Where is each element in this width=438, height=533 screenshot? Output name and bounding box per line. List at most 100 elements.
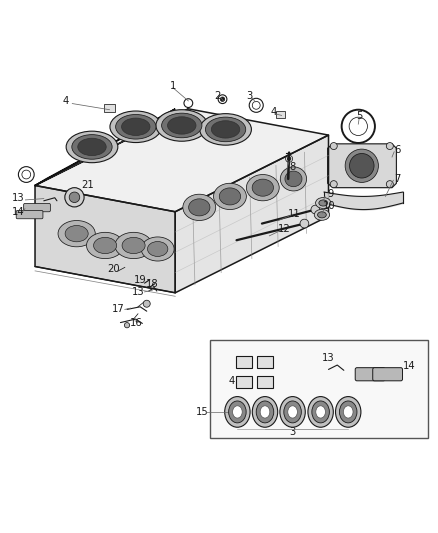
Circle shape [330,142,337,150]
Circle shape [65,188,84,207]
Text: 13: 13 [322,353,335,363]
Ellipse shape [78,138,106,156]
Circle shape [300,219,309,228]
Circle shape [220,97,225,101]
Ellipse shape [308,397,333,427]
Ellipse shape [110,111,162,142]
Polygon shape [35,109,175,185]
Text: 13: 13 [12,193,25,203]
Text: 4: 4 [228,376,234,386]
Circle shape [311,205,320,214]
Ellipse shape [314,209,330,220]
Ellipse shape [213,183,246,209]
Text: 13: 13 [132,287,144,297]
Ellipse shape [205,117,246,142]
Text: 11: 11 [288,209,301,219]
Polygon shape [35,185,175,293]
FancyBboxPatch shape [16,211,43,219]
Ellipse shape [285,171,302,187]
Text: 14: 14 [12,207,25,217]
Ellipse shape [58,221,95,247]
Ellipse shape [246,174,279,201]
Polygon shape [328,144,396,188]
Text: 18: 18 [146,279,159,289]
FancyBboxPatch shape [24,204,50,212]
Ellipse shape [122,237,145,254]
Text: 3: 3 [247,91,253,101]
Ellipse shape [141,237,174,261]
Text: 20: 20 [108,264,120,273]
Ellipse shape [233,406,242,418]
Ellipse shape [319,200,328,206]
Text: 19: 19 [134,274,147,285]
Ellipse shape [225,397,250,427]
FancyBboxPatch shape [355,368,385,381]
Ellipse shape [183,194,216,221]
Ellipse shape [316,406,325,418]
Ellipse shape [339,401,357,423]
Ellipse shape [116,115,156,139]
Text: 2: 2 [215,91,221,101]
FancyBboxPatch shape [210,340,428,438]
FancyBboxPatch shape [104,104,115,112]
Text: 3: 3 [290,426,296,437]
Text: 4: 4 [63,96,69,106]
Text: 12: 12 [278,224,291,235]
Polygon shape [35,109,329,212]
Circle shape [345,149,378,182]
FancyBboxPatch shape [276,111,285,118]
Ellipse shape [162,113,202,138]
Ellipse shape [343,406,353,418]
Ellipse shape [200,114,251,145]
Ellipse shape [219,188,240,205]
Circle shape [143,300,150,307]
FancyBboxPatch shape [236,376,252,388]
Ellipse shape [212,121,240,138]
Text: 4: 4 [271,107,277,117]
Text: 6: 6 [395,144,401,155]
Text: 14: 14 [403,361,416,371]
Circle shape [69,192,80,203]
FancyBboxPatch shape [257,356,273,368]
Text: 17: 17 [112,304,125,314]
Text: 21: 21 [81,181,94,190]
Ellipse shape [168,117,196,134]
Text: 7: 7 [395,174,401,184]
Text: 15: 15 [196,407,209,417]
FancyBboxPatch shape [236,356,252,368]
Ellipse shape [280,397,305,427]
FancyBboxPatch shape [257,376,273,388]
Ellipse shape [252,179,273,196]
Text: 1: 1 [170,80,176,91]
Ellipse shape [288,406,297,418]
Polygon shape [175,135,328,293]
Ellipse shape [312,401,329,423]
Text: 16: 16 [129,318,142,328]
Ellipse shape [66,131,118,163]
Text: 9: 9 [327,189,333,199]
Ellipse shape [280,167,307,191]
Ellipse shape [260,406,270,418]
Circle shape [386,142,393,150]
Ellipse shape [336,397,361,427]
Ellipse shape [148,241,168,256]
Polygon shape [35,109,188,185]
Ellipse shape [72,135,112,159]
Circle shape [287,157,291,160]
Ellipse shape [229,401,246,423]
Ellipse shape [156,110,208,141]
Circle shape [124,322,130,328]
Text: 10: 10 [323,201,336,211]
Circle shape [350,154,374,178]
Ellipse shape [122,118,150,135]
Ellipse shape [318,212,326,218]
Text: 5: 5 [356,111,362,122]
FancyBboxPatch shape [373,368,403,381]
Text: 8: 8 [290,161,296,172]
Ellipse shape [65,225,88,242]
Ellipse shape [315,198,331,208]
Ellipse shape [284,401,301,423]
Ellipse shape [189,199,210,216]
Circle shape [386,181,393,188]
Ellipse shape [115,232,152,259]
